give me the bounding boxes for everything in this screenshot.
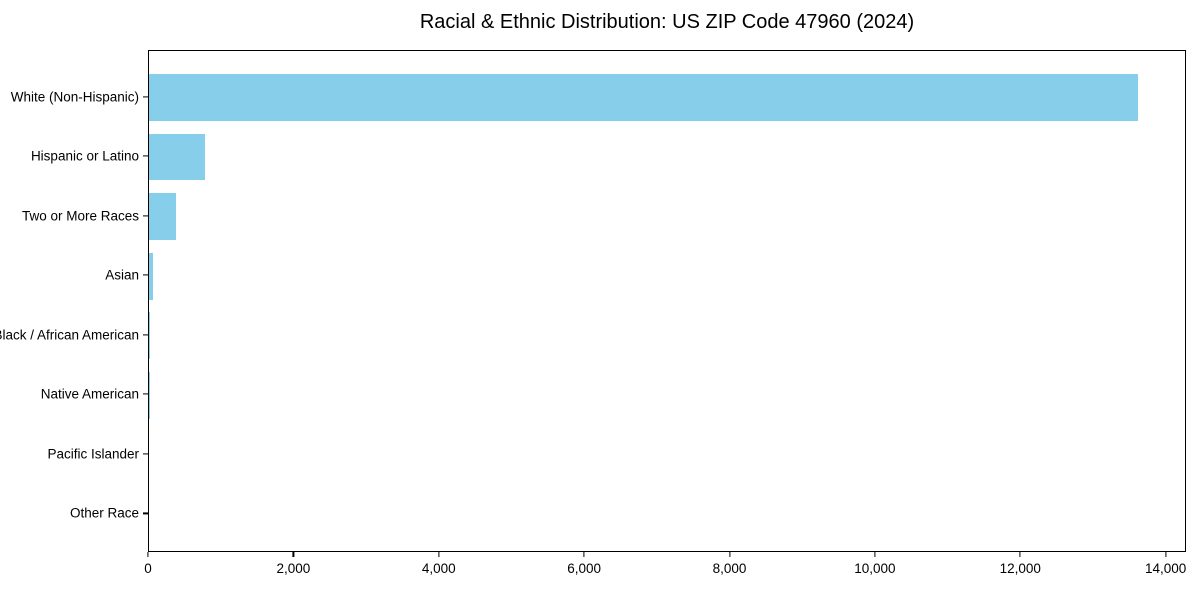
y-tick-mark	[143, 393, 148, 395]
y-tick-mark	[143, 453, 148, 455]
y-tick-mark	[143, 274, 148, 276]
bar-white-non-hispanic	[149, 74, 1138, 121]
x-tick-mark	[1165, 552, 1167, 557]
bar-native-american	[149, 371, 150, 419]
x-tick-label-2000: 2,000	[276, 561, 311, 576]
bar-asian	[149, 252, 153, 300]
y-tick-label-other-race: Other Race	[69, 505, 139, 521]
y-tick-label-asian: Asian	[105, 267, 139, 283]
x-tick-label-8000: 8,000	[712, 561, 747, 576]
y-tick-label-two-or-more-races: Two or More Races	[21, 208, 139, 224]
plot-area	[148, 50, 1186, 552]
y-tick-mark	[143, 334, 148, 336]
y-tick-mark	[143, 155, 148, 157]
y-tick-mark	[143, 215, 148, 217]
x-tick-label-6000: 6,000	[567, 561, 602, 576]
x-tick-mark	[874, 552, 876, 557]
x-tick-mark	[728, 552, 731, 557]
x-tick-label-10000: 10,000	[854, 561, 896, 576]
x-tick-label-0: 0	[144, 561, 152, 576]
chart-title: Racial & Ethnic Distribution: US ZIP Cod…	[419, 11, 915, 33]
x-tick-mark	[438, 552, 440, 557]
x-tick-mark	[1019, 552, 1021, 557]
x-tick-mark	[583, 552, 585, 557]
bar-two-or-more-races	[149, 193, 176, 240]
y-tick-label-native-american: Native American	[40, 386, 139, 402]
y-tick-label-hispanic-or-latino: Hispanic or Latino	[30, 148, 139, 164]
y-tick-label-pacific-islander: Pacific Islander	[47, 446, 139, 462]
bar-black-african-american	[149, 312, 150, 360]
x-tick-label-12000: 12,000	[999, 561, 1041, 576]
y-tick-mark	[143, 512, 148, 514]
x-tick-mark	[292, 552, 294, 557]
x-tick-label-14000: 14,000	[1144, 561, 1187, 576]
x-tick-label-4000: 4,000	[421, 561, 456, 576]
y-tick-mark	[143, 95, 148, 98]
x-tick-mark	[147, 552, 149, 557]
y-tick-label-black-african-american: Black / African American	[0, 327, 139, 343]
y-tick-label-white-non-hispanic: White (Non-Hispanic)	[10, 89, 139, 104]
bar-hispanic-or-latino	[149, 133, 205, 181]
